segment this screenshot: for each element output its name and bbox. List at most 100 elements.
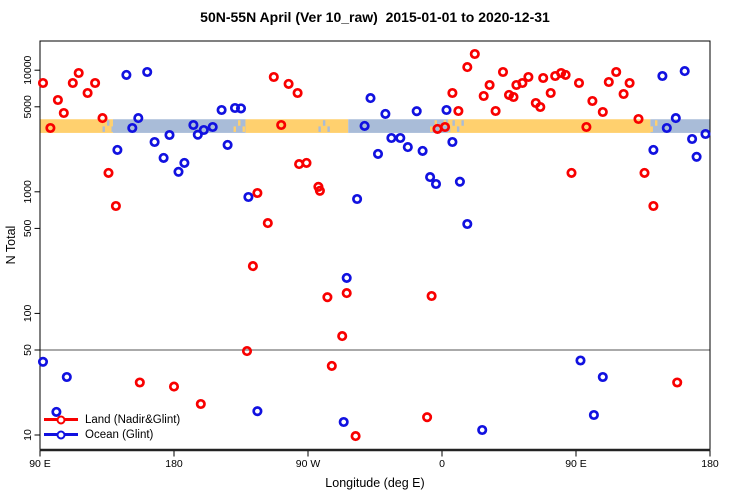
land-point bbox=[497, 66, 509, 78]
band-segment-land bbox=[40, 119, 113, 133]
land-point bbox=[587, 95, 598, 107]
land-point bbox=[573, 77, 585, 89]
land-point bbox=[168, 381, 180, 392]
band-speckle bbox=[461, 120, 464, 126]
ocean-marker-icon bbox=[44, 429, 78, 441]
chart-legend: Land (Nadir&Glint) Ocean (Glint) bbox=[44, 412, 180, 442]
ocean-point bbox=[235, 103, 247, 114]
ocean-point bbox=[679, 66, 690, 77]
land-point bbox=[97, 113, 108, 124]
ocean-point bbox=[441, 104, 452, 116]
ocean-point bbox=[192, 129, 203, 140]
ocean-point bbox=[417, 145, 428, 156]
land-marker-icon bbox=[44, 414, 78, 426]
ocean-point bbox=[142, 66, 153, 78]
ocean-point bbox=[425, 172, 436, 183]
ocean-point bbox=[661, 122, 672, 134]
land-point bbox=[252, 187, 263, 199]
ocean-point bbox=[198, 124, 209, 136]
ocean-point bbox=[179, 157, 190, 168]
band-speckle bbox=[430, 126, 433, 132]
ocean-point bbox=[365, 93, 376, 104]
land-point bbox=[535, 101, 546, 113]
land-point bbox=[45, 122, 56, 134]
land-point bbox=[283, 78, 294, 89]
legend-label-ocean: Ocean (Glint) bbox=[85, 428, 154, 441]
land-point bbox=[73, 67, 84, 79]
land-point bbox=[262, 218, 273, 229]
land-point bbox=[523, 71, 534, 83]
ocean-point bbox=[338, 416, 349, 428]
band-speckle bbox=[322, 120, 326, 126]
x-tick-label: 90 E bbox=[565, 458, 587, 470]
ocean-point bbox=[121, 69, 132, 80]
band-speckle bbox=[456, 126, 460, 132]
band-segment-land bbox=[245, 119, 349, 133]
ocean-point bbox=[252, 406, 263, 417]
land-point bbox=[566, 167, 577, 178]
ocean-point bbox=[149, 136, 160, 148]
land-point bbox=[538, 72, 549, 84]
land-point bbox=[490, 105, 501, 117]
ocean-point bbox=[112, 144, 123, 155]
land-point bbox=[618, 88, 629, 100]
y-tick-label: 50 bbox=[22, 344, 34, 356]
land-point bbox=[603, 76, 614, 88]
land-point bbox=[301, 157, 312, 168]
land-point bbox=[276, 119, 287, 131]
ocean-point bbox=[670, 113, 681, 124]
band-speckle bbox=[318, 126, 321, 132]
land-point bbox=[195, 398, 206, 410]
band-speckle bbox=[646, 120, 649, 126]
band-segment-land bbox=[447, 119, 651, 133]
y-tick-label: 10000 bbox=[22, 55, 34, 84]
land-point bbox=[545, 87, 556, 99]
plot-border bbox=[39, 40, 711, 451]
ocean-point bbox=[462, 218, 473, 230]
ocean-point bbox=[691, 151, 702, 162]
legend-item-ocean: Ocean (Glint) bbox=[44, 427, 180, 442]
ocean-point bbox=[430, 178, 442, 190]
land-point bbox=[314, 185, 325, 196]
land-point bbox=[37, 77, 49, 89]
ocean-point bbox=[243, 191, 254, 203]
land-point bbox=[268, 71, 279, 83]
land-point bbox=[326, 360, 337, 371]
land-point bbox=[247, 261, 258, 272]
ocean-point bbox=[222, 139, 233, 150]
ocean-point bbox=[372, 148, 384, 159]
band-speckle bbox=[107, 120, 110, 126]
x-axis-title: Longitude (deg E) bbox=[325, 476, 425, 490]
band-speckle bbox=[434, 120, 437, 126]
land-point bbox=[58, 107, 69, 119]
band-segment-ocean bbox=[348, 119, 448, 133]
ocean-point bbox=[188, 119, 199, 131]
legend-label-land: Land (Nadir&Glint) bbox=[85, 413, 181, 426]
ocean-point bbox=[51, 406, 62, 417]
ocean-point bbox=[229, 102, 241, 114]
land-point bbox=[52, 94, 63, 106]
land-point bbox=[597, 106, 608, 118]
land-point bbox=[337, 331, 348, 342]
ocean-point bbox=[648, 144, 659, 155]
land-point bbox=[462, 62, 473, 73]
ocean-point bbox=[402, 142, 413, 153]
band-speckle bbox=[233, 126, 236, 132]
land-point bbox=[292, 87, 303, 99]
x-tick-label: 90 W bbox=[296, 458, 321, 470]
ocean-point bbox=[454, 176, 465, 187]
band-speckle bbox=[238, 120, 241, 126]
land-point bbox=[560, 69, 571, 80]
y-tick-label: 500 bbox=[22, 219, 34, 237]
x-tick-label: 0 bbox=[439, 458, 445, 470]
ocean-point bbox=[687, 133, 698, 145]
ocean-point bbox=[164, 129, 175, 141]
land-point bbox=[624, 77, 635, 89]
ocean-point bbox=[216, 104, 227, 116]
ocean-point bbox=[207, 121, 218, 133]
ocean-point bbox=[395, 132, 406, 144]
band-speckle bbox=[327, 126, 330, 132]
band-speckle bbox=[102, 126, 105, 132]
land-point bbox=[611, 66, 622, 78]
ocean-point bbox=[158, 152, 169, 163]
